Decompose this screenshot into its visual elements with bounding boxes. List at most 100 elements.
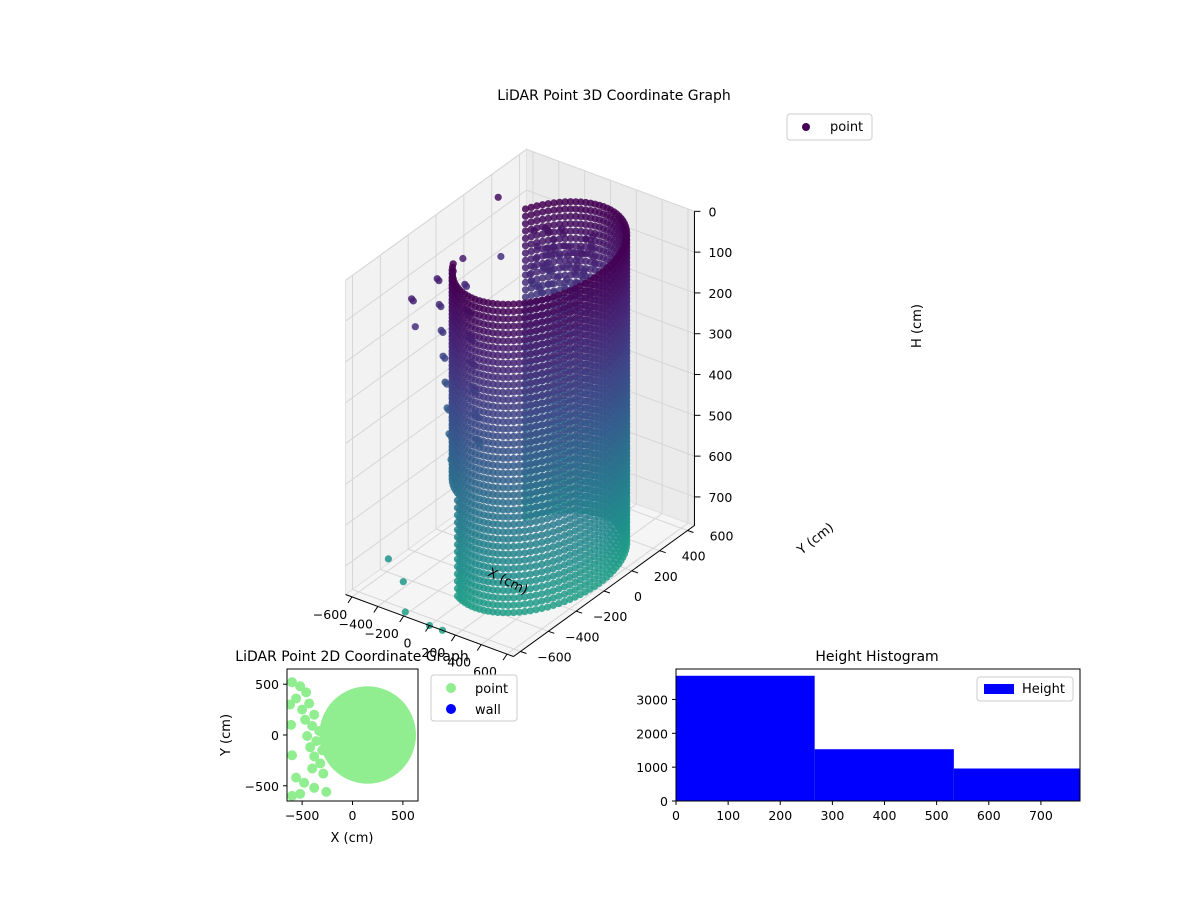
point-3d (560, 509, 569, 518)
point-3d (544, 295, 552, 303)
point-3d (533, 231, 541, 239)
point-3d (494, 520, 502, 528)
point-3d (544, 449, 552, 457)
point-3d (561, 271, 569, 279)
point-3d (504, 337, 512, 345)
y-tick-label: −500 (245, 779, 279, 794)
point-3d (515, 579, 523, 587)
point-3d (521, 593, 529, 601)
point-3d (509, 601, 518, 609)
point-3d (544, 207, 552, 215)
point-3d (526, 570, 535, 578)
point-3d (556, 257, 564, 265)
point-3d (538, 531, 546, 539)
point-3d (509, 337, 518, 345)
y-tick-label: 0 (660, 794, 668, 809)
point-3d (504, 565, 512, 573)
point-3d (533, 202, 541, 210)
point-3d (504, 440, 512, 448)
point-3d (521, 556, 529, 564)
point-3d (499, 557, 507, 565)
point-3d (560, 554, 569, 562)
point-3d (509, 374, 518, 382)
point-3d (521, 286, 530, 294)
point-3d (515, 476, 523, 484)
point-3d (515, 491, 523, 499)
point-3d (572, 227, 580, 235)
point-3d (566, 471, 574, 479)
point-3d (411, 323, 419, 331)
point-3d (549, 579, 557, 588)
x-tick-label: −400 (339, 616, 373, 631)
point-3d (499, 344, 507, 352)
point-3d (532, 591, 540, 599)
point-3d (526, 504, 535, 512)
x-tick (347, 596, 353, 604)
point-3d (499, 462, 507, 470)
point-3d (532, 481, 540, 489)
point-3d (544, 280, 552, 289)
point-3d (549, 308, 557, 316)
point-3d (550, 258, 558, 266)
point-3d (515, 513, 523, 521)
point-3d (539, 215, 547, 223)
x-tick-label: −600 (313, 607, 347, 622)
point-3d (578, 250, 587, 258)
point-3d (566, 205, 575, 213)
point-3d (532, 584, 540, 592)
point-3d (538, 421, 546, 429)
point-3d (561, 198, 569, 206)
point-3d (572, 249, 580, 257)
point-3d (538, 472, 546, 480)
point-3d (499, 366, 507, 374)
point-3d (544, 353, 552, 361)
point-3d (566, 287, 574, 295)
point-3d (494, 373, 502, 381)
y-tick-label: −200 (593, 609, 627, 624)
point-3d (532, 510, 540, 518)
point-3d (526, 357, 535, 365)
point-3d (499, 381, 507, 389)
point-3d (521, 534, 529, 542)
point-3d (532, 297, 540, 305)
point-3d (526, 401, 535, 409)
point-3d (561, 264, 569, 272)
point-3d (544, 273, 552, 281)
point-3d (521, 549, 529, 557)
point-3d (572, 198, 580, 206)
point-3d (566, 338, 574, 346)
point-3d (538, 318, 546, 326)
point-3d (509, 535, 518, 543)
point-3d (566, 441, 574, 449)
point-3d (538, 516, 546, 525)
point-3d (572, 205, 580, 213)
point-3d (433, 275, 441, 283)
point-3d (555, 387, 563, 395)
point-3d (499, 359, 507, 367)
point-3d (532, 393, 540, 401)
point-3d (499, 550, 507, 558)
point-3d (573, 266, 581, 274)
point-3d (560, 341, 569, 349)
point-3d (515, 469, 523, 477)
point-3d (573, 260, 581, 268)
point-3d (544, 508, 552, 516)
point-3d (560, 487, 569, 496)
point-3d (526, 526, 535, 534)
y-tick-label: 3000 (636, 692, 668, 707)
point-3d (555, 401, 563, 409)
point-cloud-disc (319, 686, 416, 784)
point-3d (549, 462, 557, 470)
point-3d (566, 390, 574, 398)
y-tick-label: 1000 (636, 760, 668, 775)
point-3d (560, 429, 569, 437)
point-2d (311, 736, 322, 747)
point-3d (544, 236, 552, 244)
y-tick (548, 630, 555, 634)
point-3d (532, 474, 540, 482)
point-3d (556, 220, 564, 228)
point-3d (560, 443, 569, 451)
point-3d (499, 506, 507, 514)
point-3d (544, 441, 552, 450)
point-3d (521, 395, 529, 403)
